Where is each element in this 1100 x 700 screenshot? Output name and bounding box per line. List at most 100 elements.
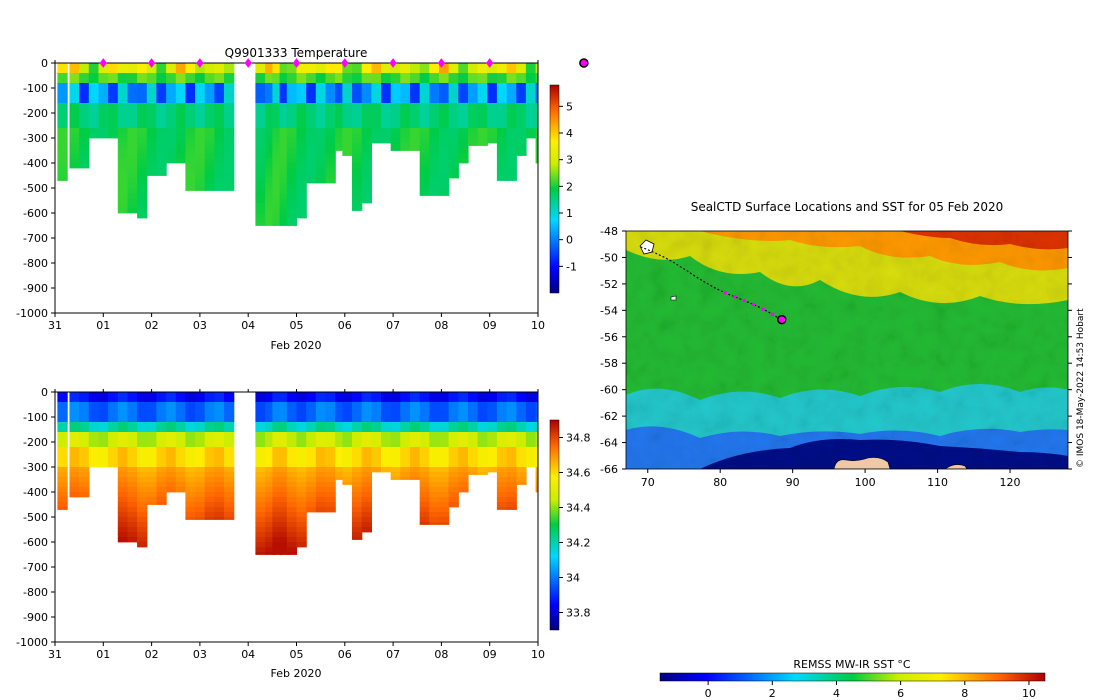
temperature-cell: [545, 73, 555, 78]
temperature-cell: [204, 133, 215, 139]
salinity-cell: [352, 457, 363, 463]
salinity-cell: [185, 487, 196, 493]
temperature-cell: [127, 198, 138, 204]
salinity-cell: [468, 412, 479, 418]
temperature-cell: [224, 138, 235, 144]
temperature-cell: [156, 93, 167, 99]
salinity-cell: [496, 457, 508, 463]
temperature-cell: [57, 143, 68, 149]
temperature-cell: [214, 83, 225, 89]
temperature-cell: [175, 68, 187, 74]
salinity-cell: [272, 532, 283, 538]
salinity-cell: [574, 492, 584, 497]
salinity-cell: [286, 537, 298, 543]
temperature-cell: [117, 138, 129, 144]
salinity-cell: [57, 472, 68, 478]
temperature-cell: [400, 128, 411, 134]
temperature-cell: [429, 63, 440, 69]
salinity-cell: [555, 402, 565, 407]
temperature-cell: [69, 98, 80, 104]
temperature-cell: [477, 98, 488, 104]
temperature-cell: [79, 93, 90, 99]
temperature-cell: [477, 108, 488, 114]
salinity-cell: [410, 397, 421, 403]
temperature-cell: [214, 133, 225, 139]
temperature-cell: [352, 83, 363, 89]
temperature-cell: [286, 133, 298, 139]
salinity-cell: [265, 482, 276, 488]
sst-colorbar-tick-label: 6: [897, 687, 904, 700]
salinity-cell: [137, 487, 148, 493]
salinity-cell: [279, 472, 290, 478]
temperature-cell: [419, 173, 430, 179]
temperature-cell: [156, 148, 167, 154]
y-tick-label: -100: [23, 82, 48, 95]
salinity-cell: [195, 497, 206, 503]
temperature-cell: [448, 78, 459, 84]
salinity-cell: [371, 392, 382, 398]
temperature-cell: [419, 128, 430, 134]
salinity-cell: [315, 402, 327, 408]
salinity-cell: [381, 422, 392, 428]
temperature-cell: [108, 88, 119, 94]
temperature-cell: [272, 68, 283, 74]
temperature-cell: [361, 158, 372, 164]
temperature-cell: [69, 128, 80, 134]
salinity-cell: [535, 462, 538, 468]
salinity-cell: [306, 412, 317, 418]
temperature-cell: [390, 148, 401, 151]
temperature-cell: [361, 88, 372, 94]
salinity-cell: [279, 402, 290, 408]
salinity-cell: [400, 412, 411, 418]
salinity-cell: [429, 412, 440, 418]
salinity-cell: [204, 482, 215, 488]
salinity-cell: [146, 427, 158, 433]
temperature-cell: [108, 123, 119, 129]
salinity-cell: [516, 442, 527, 448]
temperature-cell: [296, 183, 307, 189]
temperature-cell: [525, 63, 537, 69]
salinity-cell: [458, 472, 469, 478]
temperature-cell: [565, 248, 575, 253]
temperature-cell: [381, 118, 392, 124]
temperature-cell: [137, 183, 148, 189]
temperature-cell: [361, 198, 372, 204]
salinity-cell: [79, 407, 90, 413]
sst-colorbar-label: REMSS MW-IR SST °C: [793, 658, 911, 671]
temperature-cell: [117, 148, 129, 154]
temperature-cell: [286, 93, 298, 99]
temperature-cell: [468, 73, 479, 79]
temperature-cell: [185, 158, 196, 164]
seal-track: [640, 246, 783, 321]
salinity-cell: [315, 447, 327, 453]
salinity-cell: [255, 397, 266, 403]
salinity-cell: [185, 402, 196, 408]
temperature-cell: [214, 78, 225, 84]
salinity-cell: [286, 392, 298, 398]
temperature-cell: [352, 133, 363, 139]
temperature-cell: [255, 168, 266, 174]
salinity-cell: [255, 392, 266, 398]
temperature-cell: [477, 143, 488, 146]
map-y-tick-label: -62: [600, 410, 618, 423]
salinity-cell: [352, 527, 363, 533]
salinity-cell: [156, 407, 167, 413]
salinity-cell: [325, 442, 336, 448]
temperature-cell: [286, 153, 298, 159]
salinity-cell: [361, 512, 372, 518]
salinity-cell: [477, 432, 488, 438]
salinity-cell: [166, 467, 177, 473]
salinity-cell: [429, 467, 440, 473]
salinity-cell: [419, 427, 430, 433]
salinity-cell: [146, 482, 158, 488]
salinity-cell: [137, 397, 148, 403]
salinity-cell: [496, 412, 508, 418]
temperature-cell: [458, 118, 469, 124]
salinity-panel: 0-100-200-300-400-500-600-700-800-900-10…: [16, 386, 590, 680]
salinity-cell: [371, 442, 382, 448]
temperature-cell: [137, 63, 148, 69]
salinity-cell: [565, 457, 575, 462]
temperature-cell: [204, 73, 215, 79]
salinity-cell: [429, 462, 440, 468]
